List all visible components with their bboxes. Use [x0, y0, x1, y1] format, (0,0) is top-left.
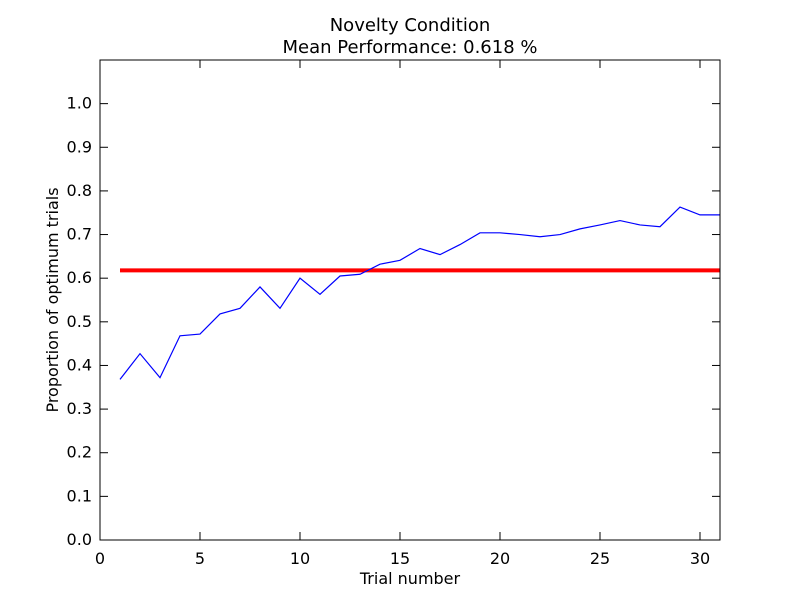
- y-tick-label: 0.0: [67, 530, 92, 549]
- y-tick-label: 0.2: [67, 443, 92, 462]
- x-tick-label: 25: [590, 549, 610, 568]
- y-tick-label: 0.9: [67, 137, 92, 156]
- x-tick-label: 30: [690, 549, 710, 568]
- y-tick-label: 0.4: [67, 355, 92, 374]
- chart-subtitle: Mean Performance: 0.618 %: [283, 37, 538, 58]
- plot-frame: [99, 59, 721, 541]
- y-tick-label: 0.7: [67, 225, 92, 244]
- ticks-layer: 0 5 10 15 20 25 30 0.0 0.1 0.2 0.3 0.4 0.5 0.6 0.7 0.8 0…: [67, 60, 720, 568]
- y-tick-label: 0.5: [67, 312, 92, 331]
- y-tick-label: 0.8: [67, 181, 92, 200]
- x-tick-label: 5: [195, 549, 205, 568]
- y-tick-label: 1.0: [67, 94, 92, 113]
- x-tick-label: 20: [490, 549, 510, 568]
- plot-area: [119, 206, 720, 380]
- y-tick-label: 0.6: [67, 268, 92, 287]
- chart-title: Novelty Condition: [330, 15, 491, 36]
- y-axis-label: Proportion of optimum trials: [43, 187, 62, 412]
- y-tick-label: 0.3: [67, 399, 92, 418]
- series-line: [119, 206, 720, 380]
- x-tick-label: 10: [290, 549, 310, 568]
- y-tick-label: 0.1: [67, 486, 92, 505]
- x-axis-label: Trial number: [359, 569, 461, 588]
- x-tick-label: 15: [390, 549, 410, 568]
- x-tick-label: 0: [95, 549, 105, 568]
